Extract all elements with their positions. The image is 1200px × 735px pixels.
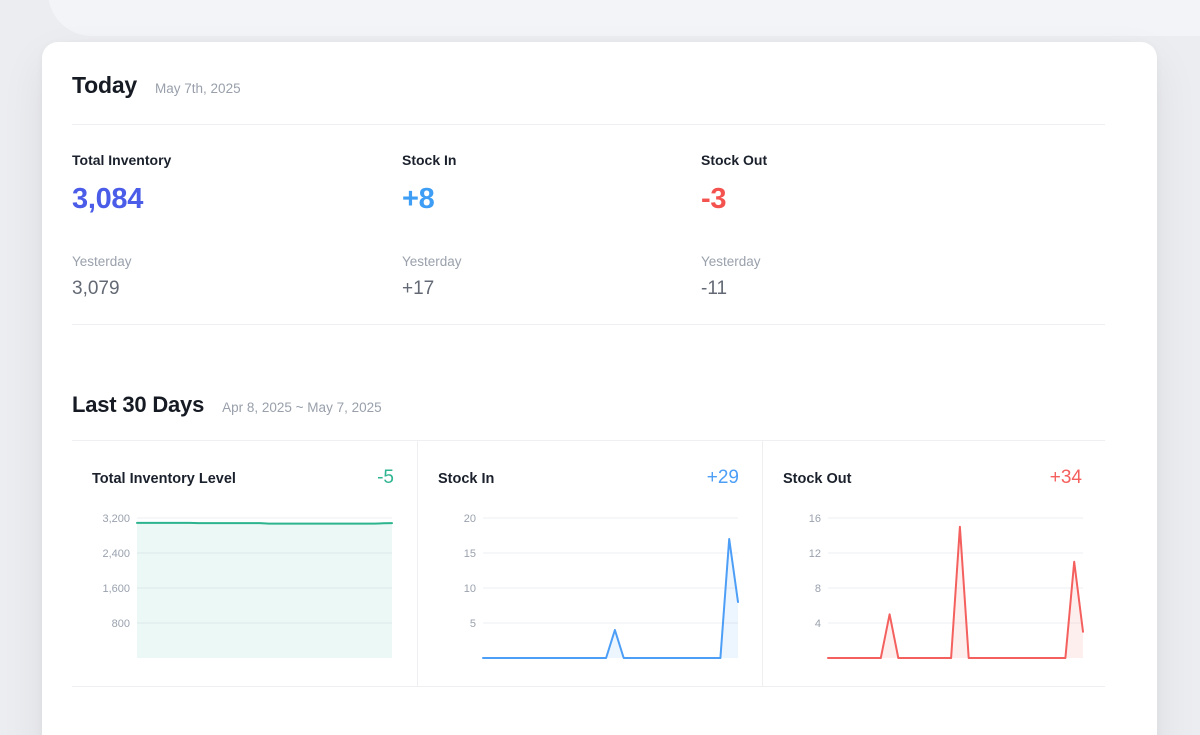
stat-label: Total Inventory <box>72 152 172 168</box>
stock-in-chart: 20 15 10 5 <box>464 513 739 659</box>
charts-grid: Total Inventory Level -5 3,200 2,400 1,600… <box>72 440 1105 687</box>
chart-change-value: +34 <box>1049 467 1082 488</box>
svg-text:12: 12 <box>809 548 821 560</box>
svg-text:2,400: 2,400 <box>102 548 130 560</box>
svg-text:10: 10 <box>464 583 476 595</box>
svg-text:4: 4 <box>815 618 821 630</box>
stat-label: Stock In <box>402 152 457 168</box>
stat-value: +8 <box>402 183 435 215</box>
yesterday-value: -11 <box>701 278 728 299</box>
chart-panel-header: Stock Out +34 <box>763 441 1105 489</box>
today-stats: Total Inventory 3,084 Yesterday 3,079 St… <box>72 125 1105 325</box>
svg-text:16: 16 <box>809 513 821 525</box>
svg-text:20: 20 <box>464 513 476 525</box>
chart-change-value: +29 <box>706 467 739 488</box>
yesterday-label: Yesterday <box>701 254 761 269</box>
svg-text:1,600: 1,600 <box>102 583 130 595</box>
today-date: May 7th, 2025 <box>155 81 241 96</box>
today-section: Today May 7th, 2025 Total Inventory 3,08… <box>72 42 1105 325</box>
chart-panel-header: Total Inventory Level -5 <box>72 441 417 489</box>
chart-title: Stock In <box>438 471 495 487</box>
stat-value: -3 <box>701 183 727 215</box>
chart-change-value: -5 <box>377 467 394 488</box>
svg-text:8: 8 <box>815 583 821 595</box>
stat-stock-in: Stock In +8 Yesterday +17 <box>402 152 701 300</box>
chart-panel-total-inventory: Total Inventory Level -5 3,200 2,400 1,600… <box>72 441 417 686</box>
dashboard-card: Today May 7th, 2025 Total Inventory 3,08… <box>42 42 1157 735</box>
stat-total-inventory: Total Inventory 3,084 Yesterday 3,079 <box>72 152 402 300</box>
today-title: Today <box>72 72 138 98</box>
chart-title: Stock Out <box>783 471 852 487</box>
svg-text:800: 800 <box>112 618 130 630</box>
today-header: Today May 7th, 2025 <box>72 42 1105 99</box>
svg-text:3,200: 3,200 <box>102 513 130 525</box>
total-inventory-level-chart: 3,200 2,400 1,600 800 <box>102 513 393 658</box>
yesterday-value: +17 <box>402 278 435 299</box>
yesterday-label: Yesterday <box>72 254 132 269</box>
svg-text:15: 15 <box>464 548 476 560</box>
last30-date-range: Apr 8, 2025 ~ May 7, 2025 <box>222 400 382 415</box>
divider <box>72 124 1105 125</box>
last30-header: Last 30 Days Apr 8, 2025 ~ May 7, 2025 <box>72 391 1105 419</box>
stat-label: Stock Out <box>701 152 768 168</box>
chart-title: Total Inventory Level <box>92 471 236 487</box>
stat-stock-out: Stock Out -3 Yesterday -11 <box>701 152 1105 300</box>
last30-section: Last 30 Days Apr 8, 2025 ~ May 7, 2025 T… <box>72 391 1105 687</box>
stock-out-chart: 16 12 8 4 <box>809 513 1084 659</box>
last30-title: Last 30 Days <box>72 392 205 417</box>
chart-panel-header: Stock In +29 <box>418 441 762 489</box>
background-highlight <box>48 0 1200 36</box>
svg-text:5: 5 <box>470 618 476 630</box>
chart-panel-stock-out: Stock Out +34 16 12 8 4 <box>762 441 1105 686</box>
stat-value: 3,084 <box>72 183 144 215</box>
yesterday-label: Yesterday <box>402 254 462 269</box>
yesterday-value: 3,079 <box>72 278 120 299</box>
chart-panel-stock-in: Stock In +29 20 15 10 5 <box>417 441 762 686</box>
